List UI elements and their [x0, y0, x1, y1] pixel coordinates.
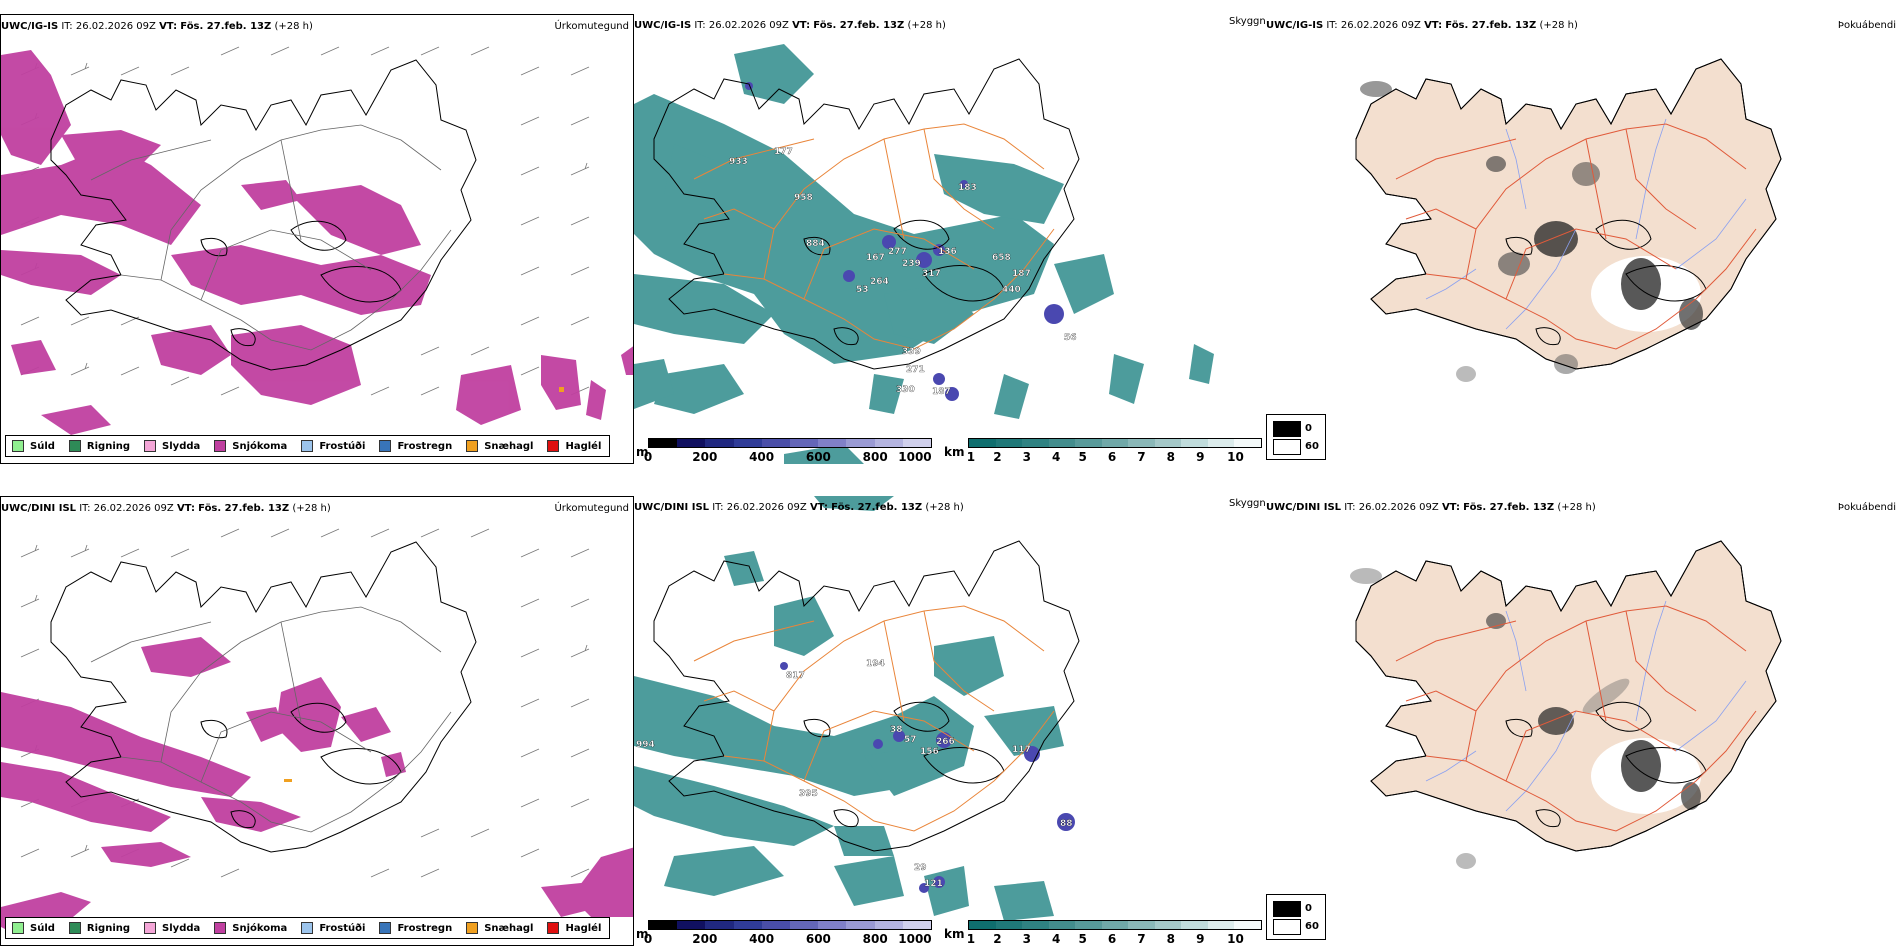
visibility-map: 817 194 994 38 57 266 156 117 395 29 121… [634, 496, 1266, 921]
precip-type-legend: Súld Rigning Slydda Snjókoma Frostúði Fr… [5, 917, 611, 939]
ceiling-unit: m [636, 445, 649, 459]
visibility-labels: 817 194 994 38 57 266 156 117 395 29 121… [636, 659, 1073, 889]
panel-title: Skyggni [1229, 498, 1266, 509]
svg-text:194: 194 [866, 659, 885, 669]
panel-header: UWC/IG-IS IT: 26.02.2026 09Z VT: Fös. 27… [1266, 20, 1578, 31]
svg-text:933: 933 [729, 157, 748, 167]
visibility-unit: km [944, 445, 965, 459]
ceiling-colorbar: 0 200 400 600 800 1000 [644, 920, 932, 946]
svg-text:239: 239 [902, 259, 921, 269]
ceiling-colorbar: 0 200 400 600 800 1000 [644, 438, 932, 464]
fog-map [1350, 496, 1900, 869]
legend-item-freezing-rain: Frostregn [379, 440, 452, 452]
svg-text:317: 317 [922, 269, 941, 279]
legend-item-hail: Haglél [547, 922, 601, 934]
legend-item-snow: Snjókoma [214, 440, 287, 452]
panel-header: UWC/IG-IS IT: 26.02.2026 09Z VT: Fös. 27… [634, 20, 946, 31]
precip-map [1, 46, 633, 435]
svg-text:121: 121 [924, 879, 943, 889]
svg-text:117: 117 [1012, 745, 1031, 755]
legend-item-sleet: Slydda [144, 440, 200, 452]
snow-area [1, 50, 633, 435]
svg-text:395: 395 [799, 789, 818, 799]
precip-type-panel-row2: UWC/DINI ISL IT: 26.02.2026 09Z VT: Fös.… [0, 496, 634, 946]
svg-text:277: 277 [888, 247, 907, 257]
svg-text:266: 266 [936, 737, 955, 747]
fog-patches [1350, 568, 1701, 869]
svg-text:57: 57 [904, 735, 917, 745]
svg-text:187: 187 [932, 387, 951, 397]
visibility-colorbar: 1 2 3 4 5 6 7 8 9 10 [967, 920, 1262, 946]
legend-item-freezing-drizzle: Frostúði [301, 440, 365, 452]
ceiling-unit: m [636, 927, 649, 941]
legend-item-graupel: Snæhagl [466, 440, 533, 452]
legend-item-rain: Rigning [68, 922, 130, 934]
svg-text:53: 53 [856, 285, 869, 295]
precip-map [1, 528, 633, 932]
graupel-dot [559, 387, 564, 392]
svg-text:264: 264 [870, 277, 889, 287]
low-visibility-area [634, 44, 1214, 464]
legend-item-freezing-rain: Frostregn [379, 922, 452, 934]
visibility-unit: km [944, 927, 965, 941]
visibility-map: 933 177 958 884 167 277 239 136 658 187 … [634, 44, 1214, 464]
legend-item-graupel: Snæhagl [466, 922, 533, 934]
panel-title: Úrkomutegund [554, 503, 629, 514]
svg-text:167: 167 [866, 253, 885, 263]
panel-title: Skyggni [1229, 16, 1266, 27]
fog-panel-row2: UWC/DINI ISL IT: 26.02.2026 09Z VT: Fös.… [1266, 496, 1900, 946]
legend-item-rain: Rigning [68, 440, 130, 452]
svg-text:994: 994 [636, 740, 655, 750]
fog-panel-row1: UWC/IG-IS IT: 26.02.2026 09Z VT: Fös. 27… [1266, 14, 1900, 464]
panel-title: Þokuábendi [1837, 20, 1896, 31]
fog-legend: 0 60 [1266, 414, 1326, 460]
precip-type-legend: Súld Rigning Slydda Snjókoma Frostúði Fr… [5, 435, 611, 457]
panel-header: UWC/DINI ISL IT: 26.02.2026 09Z VT: Fös.… [1, 503, 331, 514]
svg-text:136: 136 [938, 247, 957, 257]
fog-map [1266, 14, 1900, 382]
precip-type-panel-row1: UWC/IG-IS IT: 26.02.2026 09Z VT: Fös. 27… [0, 14, 634, 464]
graupel-mark [284, 779, 292, 782]
svg-text:156: 156 [920, 747, 939, 757]
svg-text:271: 271 [906, 365, 925, 375]
legend-item-hail: Haglél [547, 440, 601, 452]
svg-text:38: 38 [890, 725, 903, 735]
legend-item-sudd: Súld [12, 922, 55, 934]
panel-header: UWC/DINI ISL IT: 26.02.2026 09Z VT: Fös.… [634, 502, 964, 513]
svg-text:88: 88 [1060, 819, 1073, 829]
legend-item-snow: Snjókoma [214, 922, 287, 934]
snow-area [1, 637, 633, 932]
panel-title: Þokuábendi [1837, 502, 1896, 513]
visibility-panel-row1: UWC/IG-IS IT: 26.02.2026 09Z VT: Fös. 27… [634, 14, 1266, 464]
svg-text:884: 884 [806, 239, 825, 249]
legend-item-freezing-drizzle: Frostúði [301, 922, 365, 934]
fog-legend: 0 60 [1266, 894, 1326, 940]
svg-text:440: 440 [1002, 285, 1021, 295]
svg-text:183: 183 [958, 183, 977, 193]
visibility-colorbar: 1 2 3 4 5 6 7 8 9 10 [967, 438, 1262, 464]
svg-text:187: 187 [1012, 269, 1031, 279]
svg-text:56: 56 [1064, 333, 1077, 343]
visibility-panel-row2: UWC/DINI ISL IT: 26.02.2026 09Z VT: Fös.… [634, 496, 1266, 946]
panel-title: Úrkomutegund [554, 21, 629, 32]
low-ceiling-spots [745, 82, 1064, 401]
fog-patches [1360, 81, 1703, 382]
svg-text:29: 29 [914, 863, 927, 873]
svg-text:330: 330 [896, 385, 915, 395]
svg-text:339: 339 [902, 347, 921, 357]
svg-text:958: 958 [794, 193, 813, 203]
legend-item-sudd: Súld [12, 440, 55, 452]
panel-header: UWC/IG-IS IT: 26.02.2026 09Z VT: Fös. 27… [1, 21, 313, 32]
legend-item-sleet: Slydda [144, 922, 200, 934]
low-visibility-area [634, 496, 1064, 921]
svg-text:177: 177 [774, 147, 793, 157]
visibility-labels: 933 177 958 884 167 277 239 136 658 187 … [729, 147, 1077, 397]
svg-text:817: 817 [786, 671, 805, 681]
svg-text:658: 658 [992, 253, 1011, 263]
panel-header: UWC/DINI ISL IT: 26.02.2026 09Z VT: Fös.… [1266, 502, 1596, 513]
